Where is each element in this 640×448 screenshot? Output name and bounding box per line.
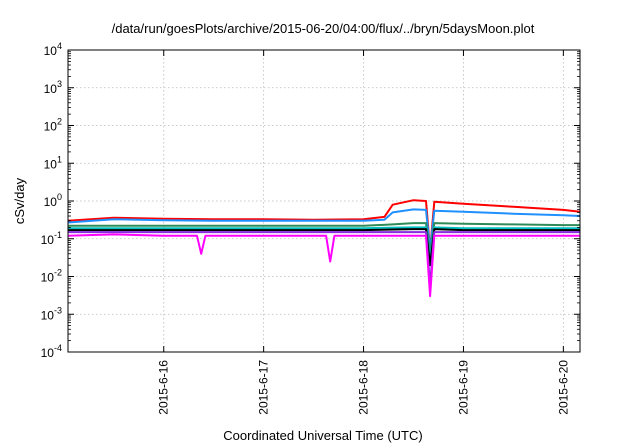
x-axis: 2015-6-16 2015-6-17 2015-6-18 2015-6-19 2015… xyxy=(157,50,570,415)
series-line-7 xyxy=(67,233,580,298)
series-line-3 xyxy=(68,222,580,255)
chart-title: /data/run/goesPlots/archive/2015-06-20/0… xyxy=(112,21,535,36)
x-axis-label: Coordinated Universal Time (UTC) xyxy=(223,428,422,443)
y-tick-label: 10-4 xyxy=(41,343,62,360)
y-tick-label: 100 xyxy=(44,192,62,209)
series-line-5 xyxy=(68,228,580,267)
y-tick-label: 10-1 xyxy=(41,230,62,247)
x-tick-label: 2015-6-20 xyxy=(556,360,570,415)
series-line-1 xyxy=(67,199,581,252)
x-tick-label: 2015-6-18 xyxy=(357,360,371,415)
y-tick-label: 101 xyxy=(44,154,62,171)
series-layer xyxy=(67,199,581,298)
series-line-4 xyxy=(68,226,580,260)
y-tick-label: 10-3 xyxy=(41,305,62,322)
y-tick-label: 104 xyxy=(44,41,62,58)
y-tick-label: 10-2 xyxy=(41,268,62,285)
x-tick-label: 2015-6-17 xyxy=(257,360,271,415)
series-line-6 xyxy=(68,231,580,286)
y-axis: 10-4 10-3 10-2 10-1 100 101 102 103 104 xyxy=(41,41,580,360)
y-tick-label: 103 xyxy=(44,79,62,96)
grid xyxy=(68,50,580,352)
x-tick-label: 2015-6-16 xyxy=(157,360,171,415)
x-tick-label: 2015-6-19 xyxy=(456,360,470,415)
series-line-2 xyxy=(67,208,581,252)
y-tick-label: 102 xyxy=(44,117,62,134)
y-axis-label: cSv/day xyxy=(12,177,27,224)
